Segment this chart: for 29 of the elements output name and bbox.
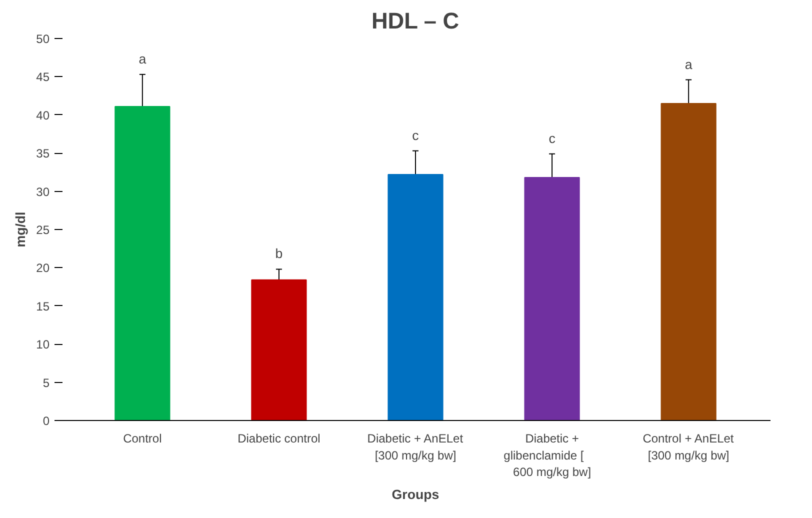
y-tick-label: 45 (36, 70, 50, 84)
y-tick-label: 0 (42, 414, 50, 428)
bar (524, 177, 580, 420)
y-tick-label: 15 (36, 299, 50, 314)
annotation: a (684, 56, 693, 72)
y-tick-label: 25 (36, 223, 50, 237)
x-tick-label: Diabetic + AnELet [300 mg/kg bw] (367, 432, 464, 462)
y-tick-label: 20 (36, 261, 50, 276)
x-tick-label: Diabetic + glibenclamide [ 600 mg/kg bw] (504, 432, 592, 480)
bar (251, 279, 307, 420)
y-tick-label: 10 (36, 338, 50, 352)
y-axis-title: mg/dl (13, 212, 28, 248)
bar (388, 174, 444, 420)
y-tick-label: 50 (36, 32, 50, 46)
y-tick-label: 35 (36, 146, 50, 161)
bar (660, 102, 716, 420)
bar (114, 106, 170, 420)
x-tick-label: Control + AnELet [300 mg/kg bw] (642, 432, 734, 462)
x-axis-title: Groups (392, 487, 440, 502)
annotation: b (275, 246, 283, 262)
annotation: c (548, 130, 556, 146)
x-tick-label: Control (123, 432, 162, 446)
x-tick-label: Diabetic control (238, 432, 320, 446)
annotation: c (412, 128, 420, 143)
chart-title: HDL – C (371, 8, 460, 34)
y-tick-label: 30 (36, 184, 50, 199)
y-tick-label: 40 (36, 108, 50, 122)
y-tick-label: 5 (42, 376, 50, 390)
annotation: a (138, 51, 147, 66)
